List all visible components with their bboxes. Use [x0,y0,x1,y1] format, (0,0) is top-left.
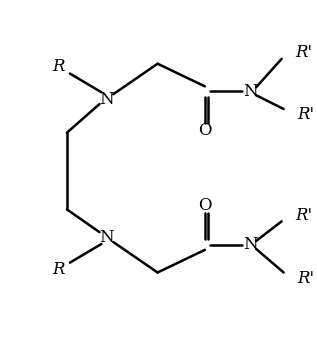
Text: R': R' [297,270,314,287]
Text: N: N [243,237,257,253]
Text: N: N [99,229,114,246]
Text: O: O [198,122,212,139]
Text: R: R [52,58,64,75]
Text: O: O [198,197,212,214]
Text: R': R' [295,44,313,61]
Text: N: N [99,91,114,108]
Text: R': R' [295,207,313,224]
Text: N: N [243,83,257,100]
Text: R': R' [297,106,314,124]
Text: R: R [52,261,64,278]
